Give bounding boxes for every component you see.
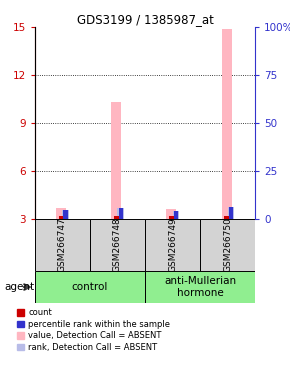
Bar <box>119 208 123 219</box>
Bar <box>200 219 255 271</box>
Bar <box>56 209 66 219</box>
Bar <box>117 208 124 219</box>
Bar <box>62 210 69 219</box>
Text: GSM266748: GSM266748 <box>113 217 122 272</box>
Bar <box>145 271 255 303</box>
Bar <box>35 219 90 271</box>
Bar <box>59 216 64 219</box>
Bar <box>145 219 200 271</box>
Bar <box>228 207 234 219</box>
Bar <box>90 219 145 271</box>
Bar <box>169 216 174 219</box>
Bar <box>222 29 231 219</box>
Bar <box>174 211 178 219</box>
Bar <box>111 102 121 219</box>
Text: anti-Mullerian
hormone: anti-Mullerian hormone <box>164 276 236 298</box>
Bar <box>114 216 119 219</box>
Bar <box>224 216 229 219</box>
Text: agent: agent <box>4 282 35 292</box>
Title: GDS3199 / 1385987_at: GDS3199 / 1385987_at <box>77 13 213 26</box>
Bar <box>64 210 68 219</box>
Text: GSM266747: GSM266747 <box>58 217 67 272</box>
Text: GSM266750: GSM266750 <box>223 217 232 272</box>
Bar <box>166 209 176 219</box>
Bar <box>173 211 179 219</box>
Text: GSM266749: GSM266749 <box>168 217 177 272</box>
Text: control: control <box>72 282 108 292</box>
Legend: count, percentile rank within the sample, value, Detection Call = ABSENT, rank, : count, percentile rank within the sample… <box>16 308 171 353</box>
Bar <box>35 271 145 303</box>
Bar <box>229 207 233 219</box>
